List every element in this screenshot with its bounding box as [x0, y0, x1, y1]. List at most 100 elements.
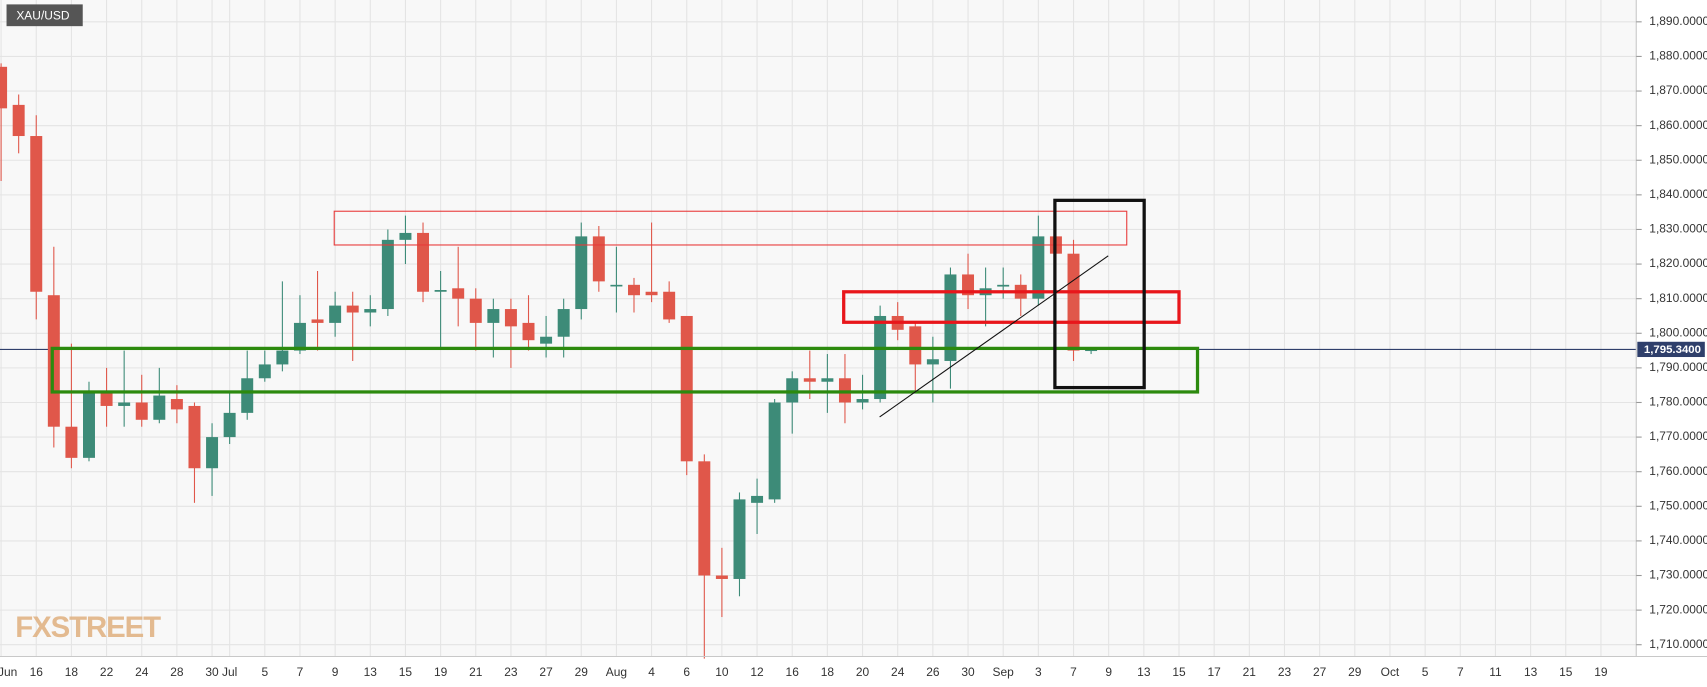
y-tick-label: 1,850.0000: [1649, 152, 1707, 166]
candle-body: [469, 298, 482, 323]
resistance-zone-thick: [842, 290, 1181, 324]
candle-body: [83, 392, 95, 458]
candle-body: [65, 426, 78, 458]
candle-body: [909, 326, 922, 365]
candle-body: [417, 232, 430, 292]
x-tick-label: 26: [926, 665, 940, 679]
candle-body: [1067, 253, 1080, 351]
candle-body: [698, 461, 711, 576]
candle-body: [504, 309, 517, 327]
candle-body: [329, 305, 342, 323]
x-tick-label: 5: [1422, 665, 1429, 679]
x-tick-label: 22: [100, 665, 114, 679]
x-tick-label: 7: [297, 665, 304, 679]
y-tick-label: 1,800.0000: [1649, 325, 1707, 339]
candle-body: [311, 319, 324, 323]
candle-body: [540, 336, 553, 344]
candle-body: [768, 402, 781, 500]
x-tick-label: 16: [786, 665, 800, 679]
x-tick-label: 27: [539, 665, 553, 679]
y-tick-label: 1,740.0000: [1649, 533, 1707, 547]
candle-body: [944, 274, 957, 361]
x-tick-label: 6: [683, 665, 690, 679]
candle-body: [276, 350, 289, 365]
candle-body: [592, 236, 605, 282]
candle-body: [663, 291, 676, 320]
x-tick-label: 29: [575, 665, 589, 679]
candle-body: [241, 378, 254, 413]
candle-body: [1085, 349, 1098, 352]
y-tick-label: 1,880.0000: [1649, 49, 1707, 63]
x-tick-label: 15: [1559, 665, 1573, 679]
y-tick-label: 1,710.0000: [1649, 637, 1707, 651]
y-tick-label: 1,820.0000: [1649, 256, 1707, 270]
x-tick-label: 23: [1278, 665, 1292, 679]
x-tick-label: Jun: [0, 665, 17, 679]
axis-layer: 1,710.0000 1,720.0000 1,730.0000 1,740.0000…: [0, 14, 1707, 679]
y-tick-label: 1,890.0000: [1649, 14, 1707, 28]
candle-body: [346, 305, 359, 313]
candle-body: [1032, 236, 1045, 299]
candle-body: [680, 315, 693, 462]
x-tick-label: 7: [1457, 665, 1464, 679]
y-tick-label: 1,750.0000: [1649, 498, 1707, 512]
candle-body: [399, 232, 412, 240]
candle-body: [0, 66, 8, 109]
symbol-badge: [6, 4, 83, 27]
plot-background: [0, 0, 1636, 656]
candle-body: [856, 399, 869, 403]
x-tick-label: 7: [1070, 665, 1077, 679]
y-tick-label: 1,780.0000: [1649, 395, 1707, 409]
y-tick-label: 1,790.0000: [1649, 360, 1707, 374]
y-tick-label: 1,720.0000: [1649, 602, 1707, 616]
x-tick-label: 20: [856, 665, 870, 679]
x-tick-label: 3: [1035, 665, 1042, 679]
x-tick-label: 28: [170, 665, 184, 679]
x-tick-label: 4: [648, 665, 655, 679]
candle-body: [962, 274, 975, 296]
x-tick-label: Sep: [993, 665, 1015, 679]
candle-body: [364, 309, 377, 313]
candle-body: [645, 291, 658, 296]
y-tick-label: 1,810.0000: [1649, 291, 1707, 305]
x-tick-label: 10: [715, 665, 729, 679]
candle-body: [293, 322, 306, 351]
y-tick-label: 1,770.0000: [1649, 429, 1707, 443]
x-tick-label: 29: [1348, 665, 1362, 679]
x-tick-label: 23: [504, 665, 518, 679]
x-tick-label: 17: [1207, 665, 1221, 679]
candle-body: [522, 322, 535, 341]
resistance-zone: [333, 210, 1128, 246]
y-tick-label: 1,730.0000: [1649, 568, 1707, 582]
candle-body: [188, 405, 201, 469]
candle-body: [751, 495, 764, 503]
candle-body: [715, 575, 728, 579]
candle-body: [874, 315, 887, 400]
y-tick-label: 1,860.0000: [1649, 118, 1707, 132]
candle-body: [223, 412, 236, 438]
x-tick-label: 13: [1137, 665, 1151, 679]
x-tick-label: 21: [469, 665, 483, 679]
x-tick-label: 30: [205, 665, 219, 679]
x-tick-label: 24: [891, 665, 905, 679]
candle-body: [452, 288, 465, 299]
candle-body: [381, 239, 394, 310]
x-tick-label: Aug: [606, 665, 627, 679]
x-tick-label: 5: [261, 665, 268, 679]
y-tick-label: 1,830.0000: [1649, 222, 1707, 236]
candle-body: [575, 236, 588, 310]
x-tick-label: 16: [30, 665, 44, 679]
x-tick-label: 9: [332, 665, 339, 679]
candle-body: [557, 309, 570, 337]
candle-body: [153, 395, 166, 420]
candle-body: [997, 284, 1010, 287]
candle-body: [803, 378, 816, 382]
candle-body: [118, 402, 131, 406]
last-price-badge: [1637, 341, 1705, 358]
candle-body: [434, 290, 447, 292]
x-tick-label: 9: [1105, 665, 1112, 679]
candle-body: [487, 309, 500, 323]
last-price-label: 1,795.3400: [1644, 344, 1701, 356]
x-tick-label: Oct: [1381, 665, 1400, 679]
